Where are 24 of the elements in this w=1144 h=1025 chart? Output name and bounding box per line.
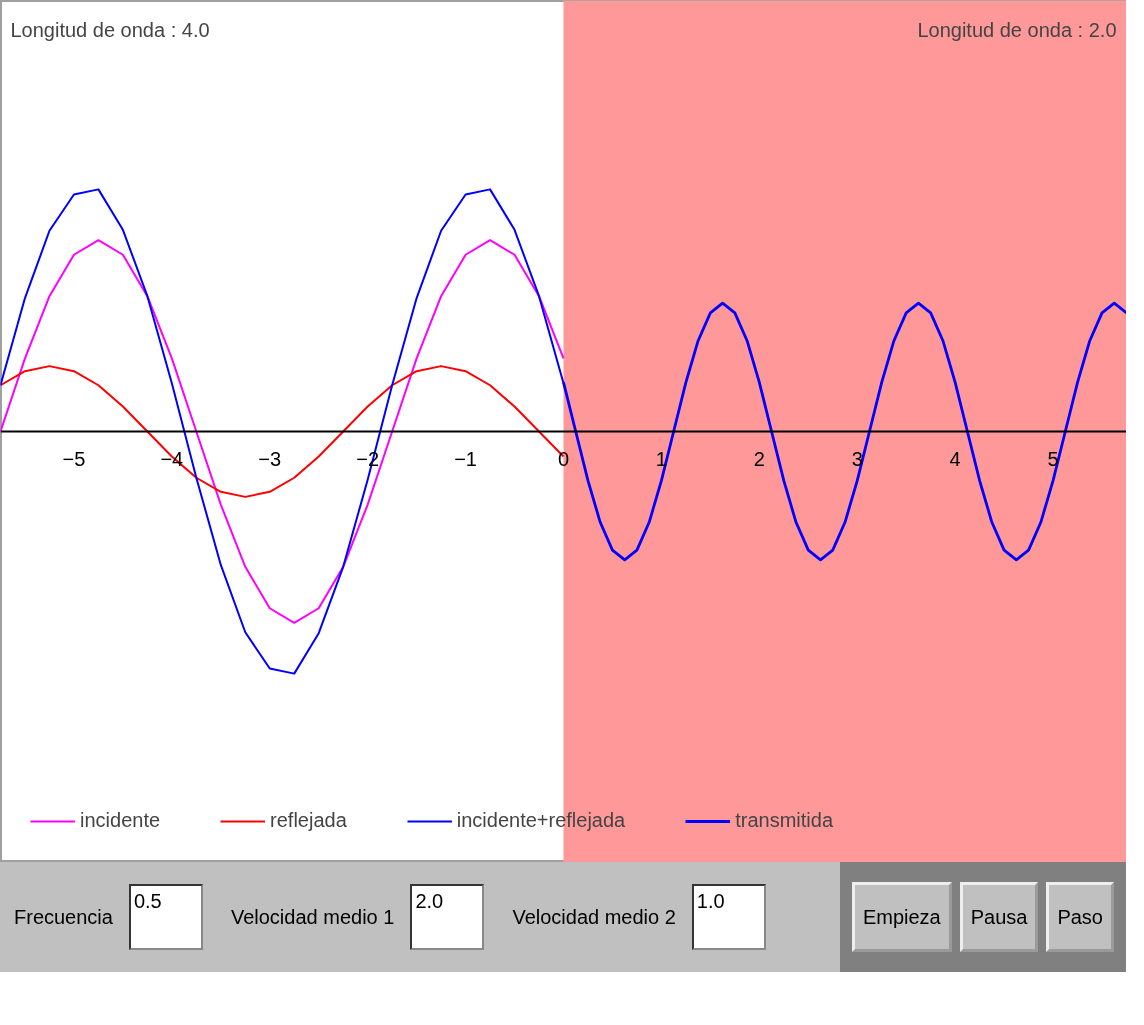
text: 1.0 xyxy=(691,884,766,950)
legend-label: reflejada xyxy=(270,809,347,832)
text: Longitud de onda : 4.0 xyxy=(10,18,210,41)
legend-label: incidente+reflejada xyxy=(456,809,626,832)
text: Frecuencia xyxy=(14,904,113,930)
x-tick-label: 0 xyxy=(557,447,570,470)
x-tick-label: −3 xyxy=(258,447,282,470)
text: 2.0 xyxy=(410,884,485,950)
text: Pausa xyxy=(959,881,1039,953)
text: Longitud de onda : 2.0 xyxy=(917,18,1117,41)
text: 0.5 xyxy=(128,884,203,950)
text: Paso xyxy=(1046,881,1114,953)
x-tick-label: −1 xyxy=(454,447,477,470)
x-tick-label: 3 xyxy=(851,447,863,470)
x-tick-label: 4 xyxy=(949,447,961,470)
x-tick-label: 2 xyxy=(753,447,765,470)
x-tick-label: 5 xyxy=(1047,447,1059,470)
x-tick-label: −5 xyxy=(62,447,86,470)
x-tick-label: 1 xyxy=(655,447,667,470)
legend-label: incidente xyxy=(80,809,161,832)
text: Empieza xyxy=(851,881,952,953)
legend-label: transmitida xyxy=(735,809,834,832)
text: Velocidad medio 1 xyxy=(230,904,395,930)
text: Velocidad medio 2 xyxy=(512,904,676,930)
